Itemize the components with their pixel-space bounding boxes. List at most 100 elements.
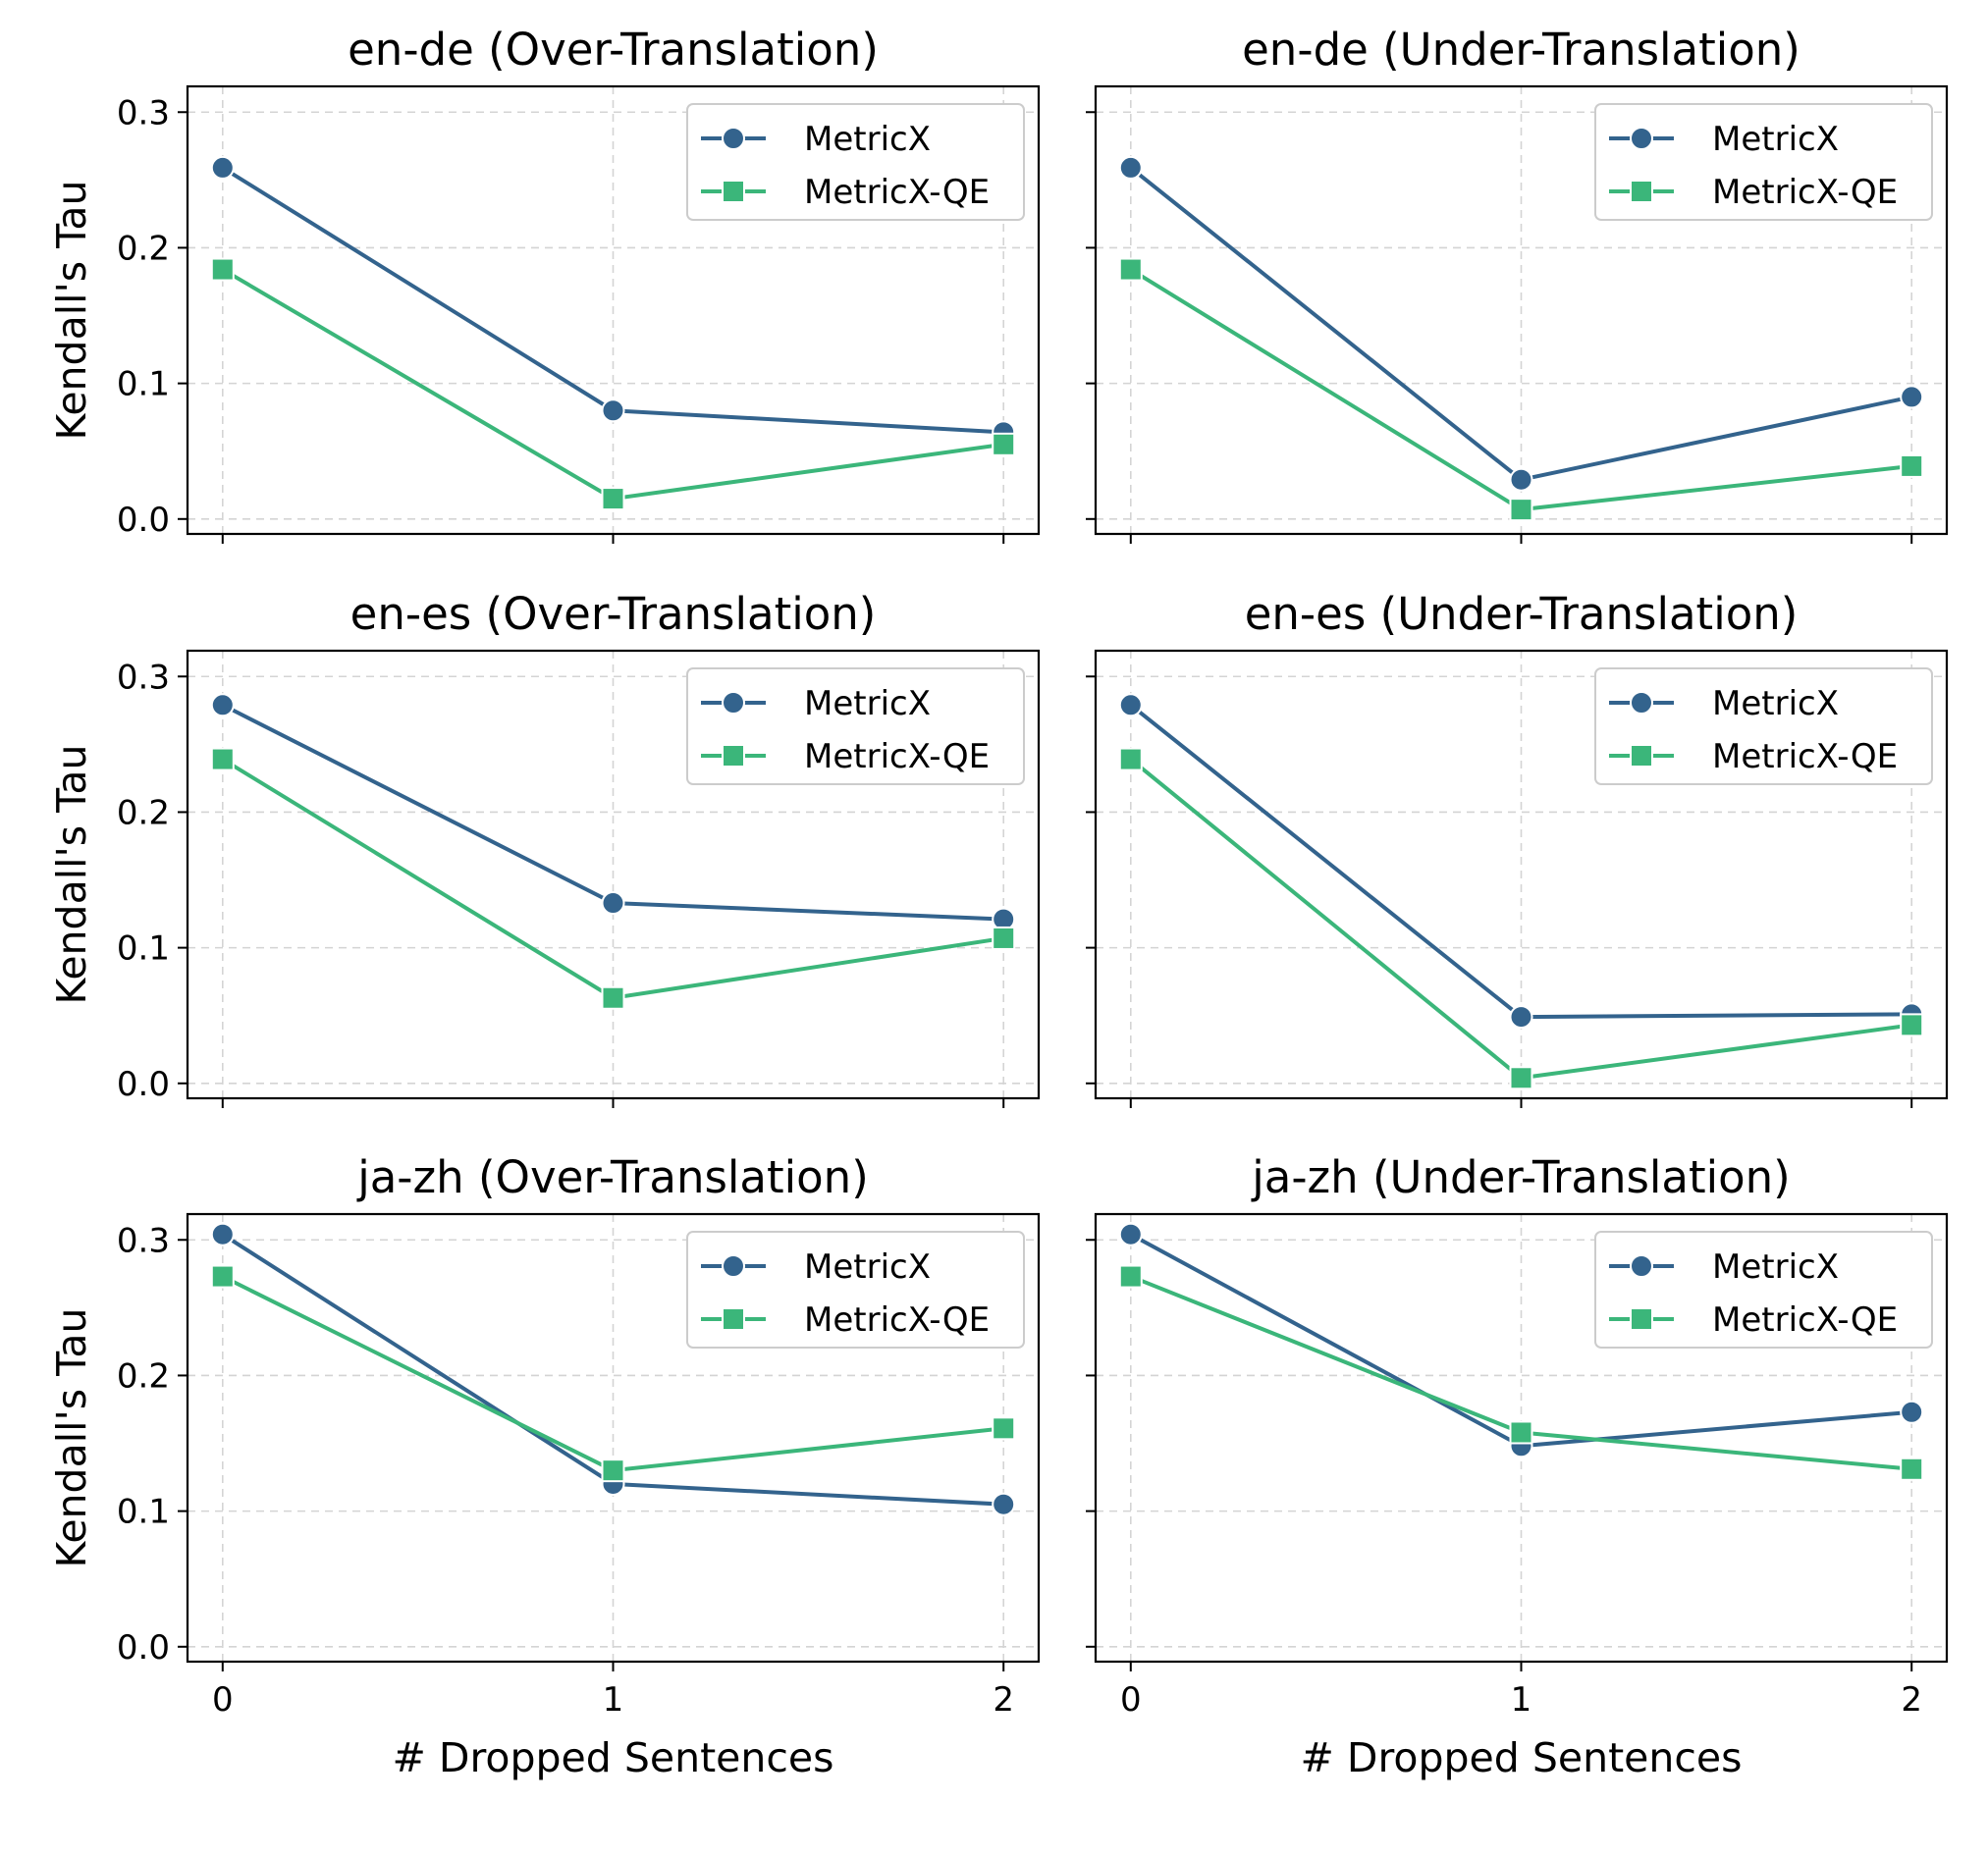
data-point xyxy=(601,891,625,916)
plot-frame xyxy=(1094,1212,1949,1664)
data-point xyxy=(1900,1013,1924,1037)
legend-label: MetricX-QE xyxy=(1712,1300,1898,1340)
y-tick-label: 0.3 xyxy=(117,93,170,132)
legend-label: MetricX-QE xyxy=(804,173,990,212)
panel-1: 0.0 0.1 0.2 0.3 en-de (Over-Translation) Kend… xyxy=(48,24,1041,544)
legend: MetricX MetricX-QE xyxy=(686,103,1025,221)
panel-title: ja-zh (Under-Translation) xyxy=(1251,1151,1791,1203)
legend-marker xyxy=(1630,1307,1653,1331)
data-point xyxy=(1118,1264,1143,1289)
legend: MetricX MetricX-QE xyxy=(1594,1231,1933,1349)
legend-marker xyxy=(1630,180,1653,203)
data-point xyxy=(1509,1005,1533,1030)
legend-marker xyxy=(722,180,745,203)
data-point xyxy=(601,487,625,511)
y-axis-label: Kendall's Tau xyxy=(48,180,95,440)
data-point xyxy=(1900,385,1924,409)
x-axis-label: # Dropped Sentences xyxy=(393,1734,834,1781)
panel-title: en-es (Under-Translation) xyxy=(1245,588,1799,640)
legend-label: MetricX-QE xyxy=(1712,737,1898,776)
data-point xyxy=(601,1458,625,1483)
data-point xyxy=(210,1222,235,1246)
x-tick-label: 2 xyxy=(993,1680,1014,1720)
legend-label: MetricX-QE xyxy=(804,737,990,776)
data-point xyxy=(1509,1066,1533,1090)
y-tick-label: 0.1 xyxy=(117,929,170,969)
legend: MetricX MetricX-QE xyxy=(1594,103,1933,221)
legend-box xyxy=(1594,103,1933,221)
data-point xyxy=(1118,693,1143,717)
legend-marker xyxy=(1630,1254,1653,1278)
plot-frame xyxy=(186,84,1041,536)
panel-title: en-de (Under-Translation) xyxy=(1242,24,1800,76)
x-tick-label: 1 xyxy=(603,1680,624,1720)
y-tick-label: 0.0 xyxy=(117,1065,170,1104)
panel-title: ja-zh (Over-Translation) xyxy=(356,1151,869,1203)
data-point xyxy=(1118,257,1143,282)
y-axis-label: Kendall's Tau xyxy=(48,744,95,1004)
data-point xyxy=(1509,467,1533,492)
y-tick-label: 0.3 xyxy=(117,658,170,697)
y-tick-label: 0.2 xyxy=(117,1356,170,1396)
legend-marker xyxy=(1630,744,1653,768)
legend-label: MetricX xyxy=(1712,684,1839,723)
legend-box xyxy=(686,103,1025,221)
data-point xyxy=(1118,747,1143,771)
legend-marker xyxy=(722,1254,745,1278)
data-point xyxy=(210,257,235,282)
legend-marker xyxy=(722,691,745,715)
legend-label: MetricX xyxy=(1712,120,1839,159)
legend-marker xyxy=(722,1307,745,1331)
data-point xyxy=(1900,1457,1924,1481)
legend-label: MetricX xyxy=(804,1247,931,1287)
legend-box xyxy=(686,1231,1025,1349)
x-tick-label: 0 xyxy=(212,1680,234,1720)
data-point xyxy=(1509,1420,1533,1445)
data-point xyxy=(1509,498,1533,522)
data-point xyxy=(992,1416,1016,1441)
panel-3: 0.0 0.1 0.2 0.3 en-es (Over-Translation) Kend… xyxy=(48,588,1041,1108)
legend-marker xyxy=(722,744,745,768)
legend-box xyxy=(1594,1231,1933,1349)
legend-box xyxy=(686,667,1025,785)
data-point xyxy=(1900,453,1924,478)
legend-label: MetricX xyxy=(804,684,931,723)
legend: MetricX MetricX-QE xyxy=(686,1231,1025,1349)
legend-marker xyxy=(722,127,745,150)
legend-label: MetricX-QE xyxy=(1712,173,1898,212)
data-point xyxy=(210,155,235,180)
data-point xyxy=(992,432,1016,456)
legend-marker xyxy=(1630,127,1653,150)
x-tick-label: 0 xyxy=(1120,1680,1142,1720)
plot-frame xyxy=(1094,84,1949,536)
data-point xyxy=(601,398,625,423)
y-tick-label: 0.1 xyxy=(117,365,170,404)
panel-2: en-de (Under-Translation) MetricX MetricX-… xyxy=(1086,24,1949,544)
y-tick-label: 0.2 xyxy=(117,793,170,832)
plot-frame xyxy=(1094,649,1949,1100)
x-tick-label: 2 xyxy=(1901,1680,1922,1720)
data-point xyxy=(992,1492,1016,1516)
data-point xyxy=(1118,155,1143,180)
legend-box xyxy=(1594,667,1933,785)
legend-label: MetricX-QE xyxy=(804,1300,990,1340)
data-point xyxy=(210,747,235,771)
panel-title: en-es (Over-Translation) xyxy=(350,588,877,640)
data-point xyxy=(1900,1400,1924,1424)
y-tick-label: 0.3 xyxy=(117,1221,170,1260)
panel-6: 0 1 2 ja-zh (Under-Translation) # Dropped Se… xyxy=(1086,1151,1949,1781)
x-tick-label: 1 xyxy=(1511,1680,1532,1720)
legend-marker xyxy=(1630,691,1653,715)
panel-title: en-de (Over-Translation) xyxy=(348,24,879,76)
y-axis-label: Kendall's Tau xyxy=(48,1307,95,1567)
data-point xyxy=(210,1264,235,1289)
data-point xyxy=(1118,1222,1143,1246)
panel-4: en-es (Under-Translation) MetricX MetricX-… xyxy=(1086,588,1949,1108)
data-point xyxy=(992,926,1016,950)
legend-label: MetricX xyxy=(1712,1247,1839,1287)
plot-frame xyxy=(186,1212,1041,1664)
x-axis-label: # Dropped Sentences xyxy=(1301,1734,1743,1781)
panel-5: 0.0 0.1 0.2 0.3 0 1 2 ja-zh (Over-Translation) K… xyxy=(48,1151,1041,1781)
legend-label: MetricX xyxy=(804,120,931,159)
